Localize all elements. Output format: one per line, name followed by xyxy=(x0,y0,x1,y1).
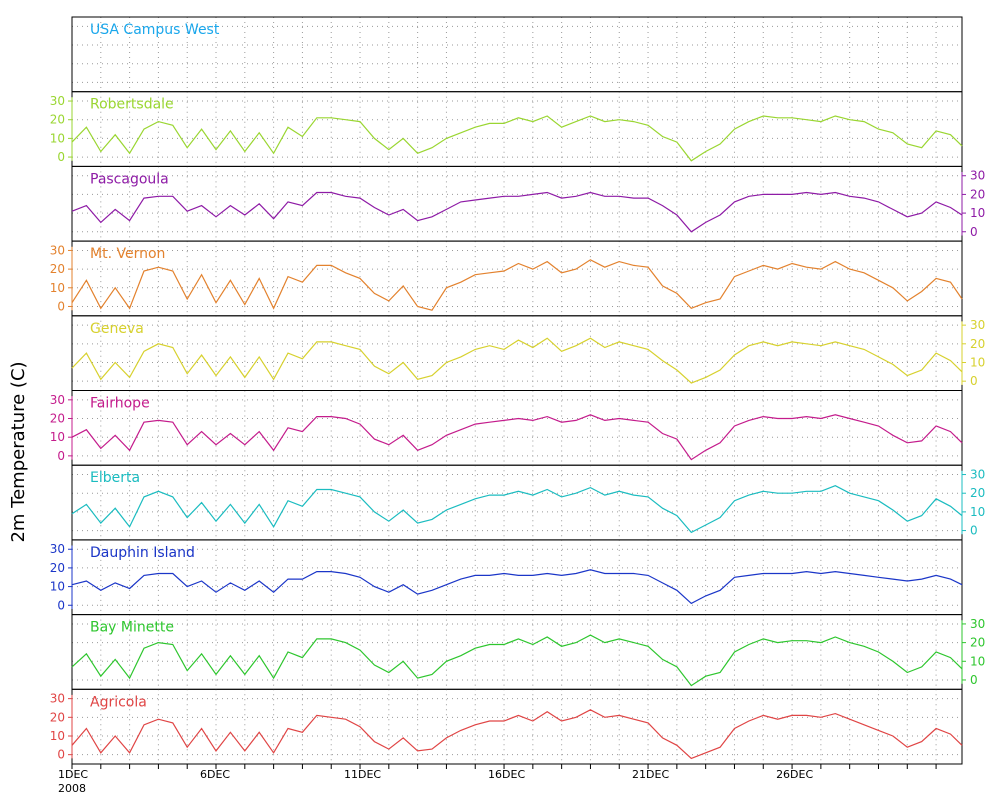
panel-frame xyxy=(71,614,963,690)
panel-title: Pascagoula xyxy=(90,171,169,187)
panel-frame xyxy=(71,390,963,466)
y-tick-label: 0 xyxy=(57,150,65,164)
y-tick-label: 30 xyxy=(970,617,985,631)
panel-mt-vernon: 0 10 20 30 Mt. Vernon xyxy=(50,240,963,317)
panel-title: USA Campus West xyxy=(90,22,220,38)
panel-frame xyxy=(71,688,963,765)
panel-bay-minette: 0 10 20 30 Bay Minette xyxy=(71,614,985,690)
x-tick-label: 21DEC xyxy=(632,768,669,781)
y-axis-label-group: 2m Temperature (C) xyxy=(8,361,29,542)
y-tick-label: 30 xyxy=(50,692,65,706)
panel-title: Bay Minette xyxy=(90,620,174,636)
panel-title: Fairhope xyxy=(90,396,150,412)
series-line xyxy=(71,569,963,605)
y-tick-label: 0 xyxy=(57,299,65,313)
x-tick-label: 26DEC xyxy=(776,768,813,781)
panels: USA Campus West 0 10 20 30 Robertsdale 0 10 20 30… xyxy=(50,16,985,765)
y-tick-label: 10 xyxy=(50,430,65,444)
y-tick-label: 30 xyxy=(50,542,65,556)
x-tick-label: 1DEC xyxy=(58,768,88,781)
panel-title: Agricola xyxy=(90,694,147,710)
panel-frame xyxy=(71,91,963,167)
panel-dauphin-island: 0 10 20 30 Dauphin Island xyxy=(50,539,963,616)
panel-frame xyxy=(71,539,963,616)
y-tick-label: 0 xyxy=(57,449,65,463)
x-tick-label: 6DEC xyxy=(200,768,230,781)
panel-fairhope: 0 10 20 30 Fairhope xyxy=(50,390,963,466)
panel-geneva: 0 10 20 30 Geneva xyxy=(71,315,985,391)
y-tick-label: 10 xyxy=(970,206,985,220)
y-tick-label: 30 xyxy=(50,393,65,407)
y-tick-label: 0 xyxy=(970,225,978,239)
series-line xyxy=(71,337,963,384)
y-tick-label: 30 xyxy=(970,318,985,332)
y-tick-label: 20 xyxy=(50,710,65,724)
y-tick-label: 20 xyxy=(970,337,985,351)
panel-title: Mt. Vernon xyxy=(90,246,165,262)
panel-pascagoula: 0 10 20 30 Pascagoula xyxy=(71,165,985,242)
y-tick-label: 10 xyxy=(970,355,985,369)
y-tick-label: 20 xyxy=(970,187,985,201)
panel-title: Dauphin Island xyxy=(90,545,195,561)
y-tick-label: 20 xyxy=(50,412,65,426)
series-line xyxy=(71,414,963,461)
y-axis-label: 2m Temperature (C) xyxy=(8,361,29,542)
y-tick-label: 10 xyxy=(970,505,985,519)
y-tick-label: 0 xyxy=(970,524,978,538)
y-tick-label: 20 xyxy=(970,636,985,650)
y-tick-label: 30 xyxy=(50,243,65,257)
series-line xyxy=(71,191,963,233)
panel-title: Elberta xyxy=(90,470,140,486)
y-tick-label: 30 xyxy=(970,169,985,183)
panel-frame xyxy=(71,464,963,541)
x-tick-label: 11DEC xyxy=(344,768,381,781)
panel-robertsdale: 0 10 20 30 Robertsdale xyxy=(50,91,963,167)
y-tick-label: 10 xyxy=(50,131,65,145)
panel-usa-campus-west: USA Campus West xyxy=(71,16,963,93)
panel-elberta: 0 10 20 30 Elberta xyxy=(71,464,985,541)
y-tick-label: 20 xyxy=(50,561,65,575)
y-tick-label: 10 xyxy=(970,654,985,668)
y-tick-label: 20 xyxy=(50,262,65,276)
panel-title: Robertsdale xyxy=(90,97,174,113)
y-tick-label: 0 xyxy=(57,748,65,762)
y-tick-label: 20 xyxy=(50,113,65,127)
x-axis: 1DEC 6DEC 11DEC 16DEC 21DEC 26DEC 2008 xyxy=(58,764,937,795)
panel-agricola: 0 10 20 30 Agricola xyxy=(50,688,963,765)
series-line xyxy=(71,634,963,687)
y-tick-label: 20 xyxy=(970,486,985,500)
x-year-label: 2008 xyxy=(58,782,86,795)
series-line xyxy=(71,259,963,311)
panel-title: Geneva xyxy=(90,321,144,337)
y-tick-label: 0 xyxy=(970,374,978,388)
y-tick-label: 10 xyxy=(50,580,65,594)
panel-frame xyxy=(71,315,963,391)
y-tick-label: 0 xyxy=(970,673,978,687)
y-tick-label: 30 xyxy=(970,468,985,482)
series-line xyxy=(71,485,963,534)
y-tick-label: 30 xyxy=(50,94,65,108)
x-tick-label: 16DEC xyxy=(488,768,525,781)
y-tick-label: 0 xyxy=(57,598,65,612)
series-line xyxy=(71,709,963,760)
y-tick-label: 10 xyxy=(50,729,65,743)
panel-frame xyxy=(71,240,963,317)
panel-frame xyxy=(71,165,963,242)
series-line xyxy=(71,115,963,162)
y-tick-label: 10 xyxy=(50,281,65,295)
